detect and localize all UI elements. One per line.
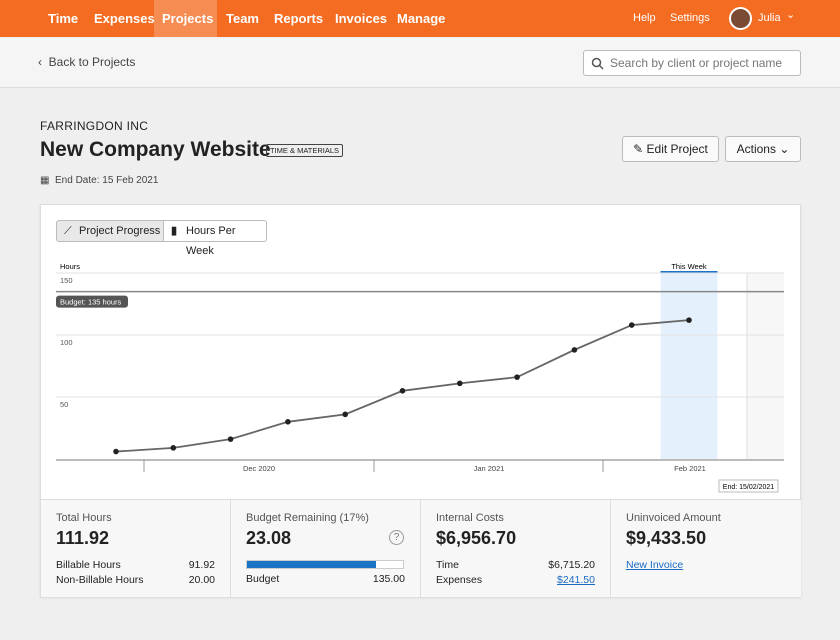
budget-bar <box>247 561 377 568</box>
back-link[interactable]: ‹ Back to Projects <box>38 55 136 69</box>
nav-item[interactable]: Reports <box>274 11 324 26</box>
x-tick-label: Feb 2021 <box>674 464 706 473</box>
nav-link[interactable]: Help <box>633 12 656 24</box>
stat-row: Billable Hours 91.92 <box>56 559 215 571</box>
point <box>342 411 349 418</box>
stat-label: Budget Remaining (17%) <box>246 512 369 524</box>
expenses-link[interactable]: $241.50 <box>557 574 595 586</box>
new-invoice-link[interactable]: New Invoice <box>626 559 684 571</box>
end-date: ▦ End Date: 15 Feb 2021 <box>40 175 159 186</box>
point <box>399 388 406 394</box>
row-label: Expenses <box>436 574 483 586</box>
nav-link[interactable]: Settings <box>670 12 710 24</box>
tab[interactable]: ⟋ Project Progress <box>56 220 164 242</box>
point <box>686 317 692 323</box>
stat-value: $6,956.70 <box>436 528 517 548</box>
point <box>514 374 520 380</box>
help-icon[interactable]: ? <box>389 530 404 545</box>
search-placeholder: Search by client or project name <box>610 56 783 70</box>
stat-label: Internal Costs <box>436 512 504 524</box>
x-tick-label: Dec 2020 <box>243 464 275 473</box>
x-tick-label: Jan 2021 <box>474 464 505 473</box>
point <box>457 380 463 387</box>
nav-item[interactable]: Expenses <box>94 11 155 26</box>
budget-pill <box>56 295 128 308</box>
avatar[interactable] <box>729 7 752 30</box>
search-box[interactable]: Search by client or project name <box>583 50 801 76</box>
stat-row: Expenses $241.50 <box>436 574 595 586</box>
row-label: Budget <box>246 573 280 585</box>
row-value: 20.00 <box>188 574 215 586</box>
point <box>170 445 177 451</box>
user-name[interactable]: Julia <box>758 12 781 24</box>
end-box <box>718 479 779 493</box>
stat-uninvoiced: Uninvoiced Amount $9,433.50 New Invoice <box>611 499 801 597</box>
nav-item[interactable]: Invoices <box>335 11 388 26</box>
budget-track <box>246 560 404 569</box>
stat-label: Total Hours <box>56 512 112 524</box>
chevron: ⌄ <box>786 9 796 21</box>
stat-value: $9,433.50 <box>626 528 707 548</box>
this-week-band <box>660 273 718 459</box>
row-label: Time <box>436 559 459 571</box>
tab-text: Hours Per Week <box>186 225 236 257</box>
y-axis-label: Hours <box>60 262 80 271</box>
stat-value: 111.92 <box>56 528 110 548</box>
client: FARRINGDON INC <box>40 119 149 133</box>
stat-row: Time $6,715.20 <box>436 559 595 571</box>
this-week-label: This Week <box>671 262 707 271</box>
point <box>571 347 578 353</box>
budget-label: Budget: 135 hours <box>60 298 122 307</box>
row-value: 135.00 <box>372 573 405 585</box>
row-label: Billable Hours <box>56 559 121 571</box>
stat-row: Non-Billable Hours 20.00 <box>56 574 215 586</box>
stat-label: Uninvoiced Amount <box>626 512 721 524</box>
end-date-text: End Date: 15 Feb 2021 <box>55 175 159 186</box>
actions-button[interactable]: Actions ⌄ <box>725 136 801 162</box>
nav-bar: Time Expenses Projects Team Reports Invoices M… <box>0 0 840 37</box>
stat-row: New Invoice <box>626 559 786 571</box>
nav-item[interactable]: Time <box>48 11 79 26</box>
actions-text: Actions <box>736 142 776 156</box>
nav-item[interactable]: Team <box>226 11 259 26</box>
stat-row: Budget 135.00 <box>246 573 405 585</box>
project-name: New Company Website <box>40 138 271 161</box>
end-label: End: 15/02/2021 <box>723 484 774 491</box>
point <box>227 436 234 442</box>
badge: TIME & MATERIALS <box>266 144 344 157</box>
row-value: 91.92 <box>188 559 215 571</box>
y-tick-label: 150 <box>60 276 73 285</box>
stat-value: 23.08 <box>246 528 292 548</box>
future-area <box>747 273 784 459</box>
edit-button[interactable]: ✎ Edit Project <box>622 136 719 162</box>
point <box>113 448 119 455</box>
stat-budget: Budget Remaining (17%) 23.08 ? Budget 135… <box>231 499 421 597</box>
back-text[interactable]: Back to Projects <box>48 55 136 69</box>
tab-text: Project Progress <box>79 225 161 237</box>
line <box>115 319 690 453</box>
nav-item[interactable]: Manage <box>397 11 446 26</box>
stat-costs: Internal Costs $6,956.70 Time $6,715.20 E… <box>421 499 611 597</box>
row-label: Non-Billable Hours <box>56 574 144 586</box>
stat-total: Total Hours 111.92 Billable Hours 91.92 N… <box>41 499 231 597</box>
y-tick-label: 50 <box>60 400 68 409</box>
nav-item[interactable]: Projects <box>154 0 217 37</box>
y-tick-label: 100 <box>60 338 73 347</box>
edit-text: Edit Project <box>646 142 708 156</box>
search-icon <box>591 57 604 70</box>
point <box>628 322 635 328</box>
point <box>285 419 291 425</box>
row-value: $6,715.20 <box>548 559 595 571</box>
tab[interactable]: ▮ Hours Per Week <box>163 220 267 257</box>
